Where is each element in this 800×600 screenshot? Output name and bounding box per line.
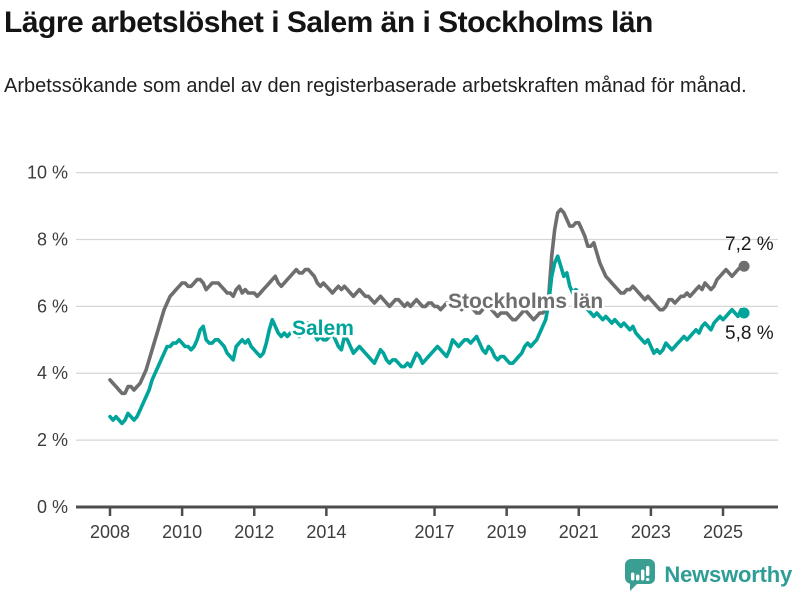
- x-tick-label: 2012: [234, 522, 274, 542]
- y-tick-label: 10 %: [27, 163, 68, 183]
- y-tick-label: 0 %: [37, 497, 68, 517]
- x-tick-label: 2021: [559, 522, 599, 542]
- x-tick-label: 2025: [703, 522, 743, 542]
- chart-title: Lägre arbetslöshet i Salem än i Stockhol…: [4, 6, 653, 39]
- series-end-dot: [738, 307, 750, 319]
- brand-name: Newsworthy: [664, 562, 792, 587]
- series-label-salem: Salem: [292, 317, 354, 340]
- line-chart: 0 % 2 % 4 % 6 % 8 % 10 % 2008 2010 2012 2014 2017…: [27, 163, 778, 542]
- x-tick-label: 2019: [487, 522, 527, 542]
- x-tick-label: 2023: [631, 522, 671, 542]
- x-tick-label: 2014: [306, 522, 346, 542]
- y-tick-label: 8 %: [37, 229, 68, 249]
- x-tick-label: 2017: [415, 522, 455, 542]
- series-lines: [108, 207, 750, 426]
- y-tick-label: 4 %: [37, 363, 68, 383]
- series-end-dot: [738, 260, 750, 272]
- x-axis: 2008 2010 2012 2014 2017 2019 2021 2023 2025: [76, 505, 778, 542]
- y-tick-label: 6 %: [37, 296, 68, 316]
- chart-subtitle: Arbetssökande som andel av den registerb…: [4, 75, 747, 97]
- y-tick-label: 2 %: [37, 430, 68, 450]
- gridlines: 0 % 2 % 4 % 6 % 8 % 10 %: [27, 163, 778, 517]
- series-label-stockholms-lan: Stockholms län: [448, 290, 603, 313]
- brand-footer: Newsworthy: [623, 558, 792, 592]
- series-line-stockholms-lan: [108, 207, 746, 396]
- x-tick-label: 2010: [162, 522, 202, 542]
- bar-chart-speech-bubble-icon: [625, 559, 656, 591]
- end-value-label-stockholms-lan: 7,2 %: [725, 234, 774, 255]
- series-line-salem: [108, 254, 746, 426]
- x-tick-label: 2008: [90, 522, 130, 542]
- end-value-label-salem: 5,8 %: [725, 323, 774, 344]
